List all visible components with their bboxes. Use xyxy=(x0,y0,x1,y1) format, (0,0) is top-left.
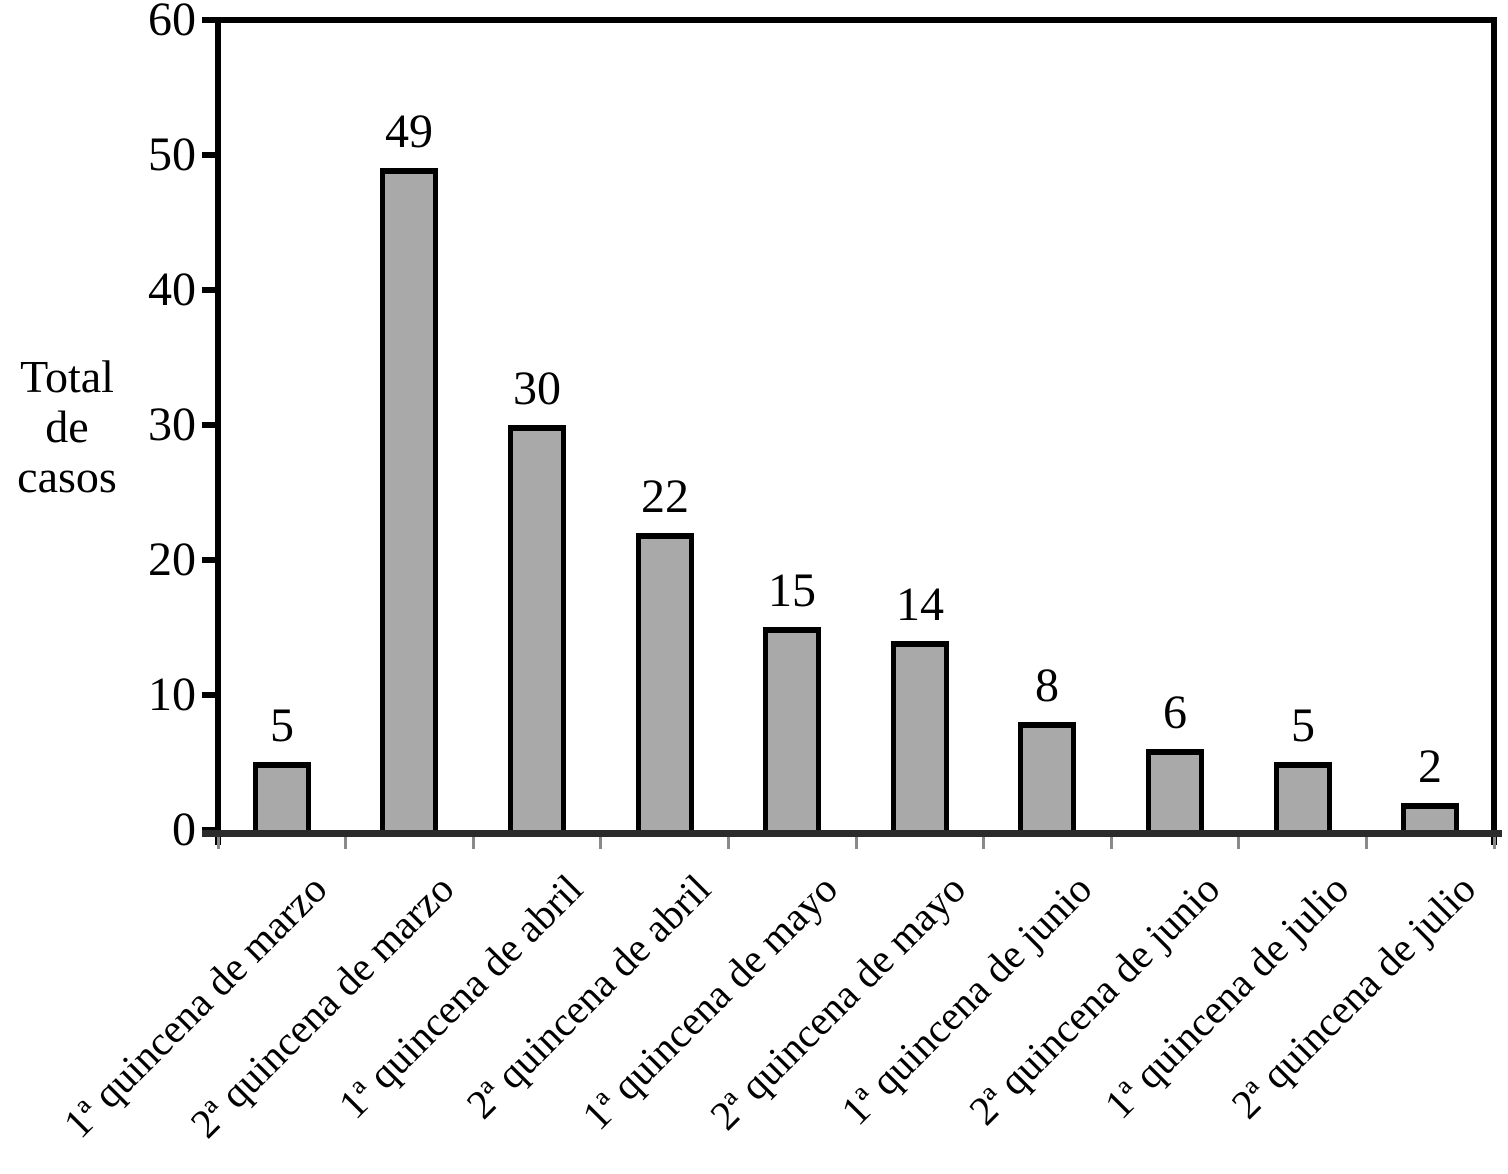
bar-value-label: 14 xyxy=(896,578,944,631)
bar xyxy=(1146,749,1204,830)
y-tick-label: 40 xyxy=(148,263,196,316)
y-axis-tick xyxy=(202,287,217,293)
bar-value-label: 8 xyxy=(1035,659,1059,712)
y-axis-tick xyxy=(202,692,217,698)
y-tick-label: 60 xyxy=(148,0,196,46)
x-axis-tick xyxy=(1493,837,1496,849)
bar-value-label: 2 xyxy=(1418,740,1442,793)
x-axis-tick xyxy=(727,837,730,849)
bar-value-label: 5 xyxy=(1291,699,1315,752)
y-tick-label: 0 xyxy=(172,803,196,856)
x-axis-line xyxy=(202,830,1502,837)
y-tick-label: 30 xyxy=(148,398,196,451)
bar-value-label: 22 xyxy=(641,470,689,523)
y-tick-label: 20 xyxy=(148,533,196,586)
bar xyxy=(253,762,311,830)
x-category-label: 1ª quincena de julio xyxy=(1094,865,1357,1128)
x-category-label: 2ª quincena de abril xyxy=(456,865,719,1128)
y-axis-title: Total de casos xyxy=(17,351,117,502)
x-axis-tick xyxy=(1110,837,1113,849)
x-category-label: 1ª quincena de abril xyxy=(328,865,591,1128)
bar xyxy=(1018,722,1076,830)
bar xyxy=(1401,803,1459,830)
x-axis-tick xyxy=(1237,837,1240,849)
y-axis-tick xyxy=(202,422,217,428)
bar-value-label: 30 xyxy=(513,362,561,415)
bar xyxy=(636,533,694,830)
x-axis-tick xyxy=(344,837,347,849)
x-category-label: 2ª quincena de julio xyxy=(1221,865,1484,1128)
y-axis-tick xyxy=(202,17,217,23)
plot-area-frame xyxy=(215,17,1497,845)
bar-value-label: 6 xyxy=(1163,686,1187,739)
bar xyxy=(891,641,949,830)
x-axis-tick xyxy=(599,837,602,849)
bar xyxy=(1274,762,1332,830)
bar xyxy=(763,627,821,830)
x-axis-tick xyxy=(217,837,220,849)
y-tick-label: 10 xyxy=(148,668,196,721)
bar-value-label: 49 xyxy=(385,105,433,158)
x-category-label: 2ª quincena de junio xyxy=(960,865,1229,1134)
x-axis-tick xyxy=(472,837,475,849)
y-tick-label: 50 xyxy=(148,128,196,181)
x-axis-tick xyxy=(982,837,985,849)
x-axis-tick xyxy=(855,837,858,849)
bar-value-label: 5 xyxy=(270,699,294,752)
x-axis-tick xyxy=(1365,837,1368,849)
y-axis-tick xyxy=(202,557,217,563)
y-axis-tick xyxy=(202,152,217,158)
bar xyxy=(380,168,438,830)
bar-value-label: 15 xyxy=(768,564,816,617)
bar xyxy=(508,425,566,830)
